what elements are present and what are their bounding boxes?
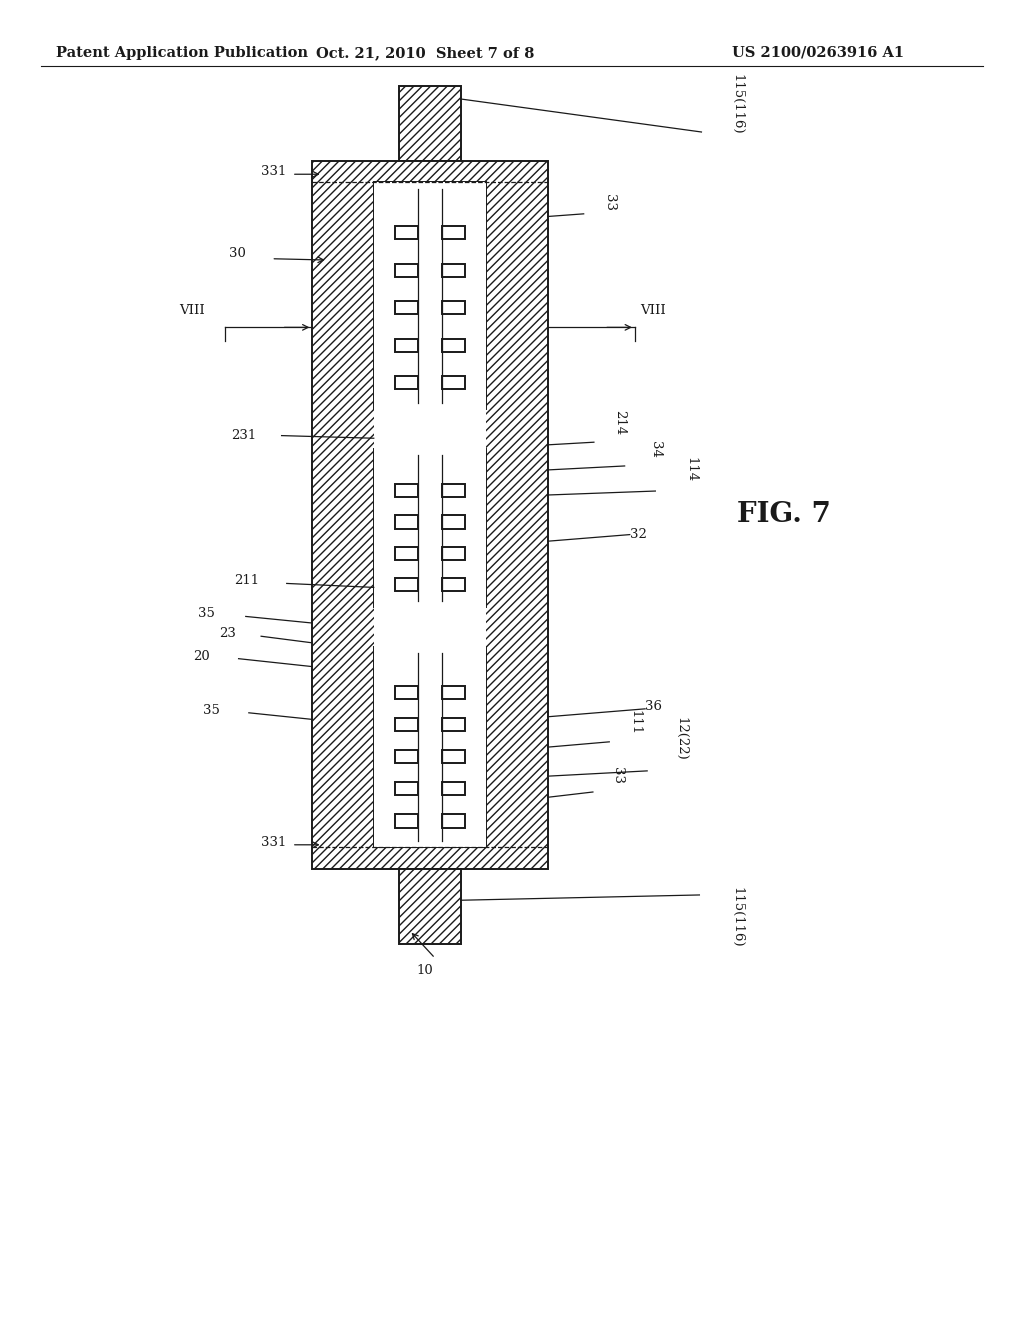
Text: 115(116): 115(116) xyxy=(731,887,743,948)
Bar xyxy=(442,718,465,731)
Bar xyxy=(418,455,442,601)
Text: 30: 30 xyxy=(229,247,246,260)
Bar xyxy=(374,449,486,607)
Text: 32: 32 xyxy=(630,528,646,541)
Text: 20: 20 xyxy=(194,649,210,663)
Text: 35: 35 xyxy=(204,704,220,717)
Bar xyxy=(374,182,486,409)
Text: 33: 33 xyxy=(603,194,615,211)
Bar xyxy=(442,578,465,591)
Bar xyxy=(418,189,442,403)
Text: US 2100/0263916 A1: US 2100/0263916 A1 xyxy=(732,46,904,59)
Text: 10: 10 xyxy=(417,964,433,977)
Bar xyxy=(399,86,461,161)
Bar xyxy=(395,264,418,277)
Bar xyxy=(418,653,442,841)
Bar xyxy=(442,226,465,239)
Text: 33: 33 xyxy=(611,767,624,784)
Bar xyxy=(442,339,465,352)
Bar xyxy=(442,546,465,560)
Text: 214: 214 xyxy=(613,411,626,436)
Text: 331: 331 xyxy=(261,165,287,178)
Bar xyxy=(399,869,461,944)
Bar xyxy=(374,647,486,847)
Bar xyxy=(410,409,451,442)
Text: 111: 111 xyxy=(629,710,641,735)
Bar xyxy=(442,301,465,314)
Bar xyxy=(395,301,418,314)
Bar xyxy=(395,685,418,698)
Bar xyxy=(395,718,418,731)
Bar xyxy=(442,376,465,389)
Bar xyxy=(395,515,418,528)
Bar xyxy=(442,750,465,763)
Bar xyxy=(395,226,418,239)
Bar xyxy=(395,578,418,591)
Bar xyxy=(395,750,418,763)
Text: VIII: VIII xyxy=(640,304,666,317)
Bar xyxy=(374,449,486,607)
Bar xyxy=(442,484,465,498)
Text: VIII: VIII xyxy=(179,304,205,317)
Text: 23: 23 xyxy=(219,627,236,640)
Bar xyxy=(374,449,486,451)
Bar xyxy=(395,376,418,389)
Bar xyxy=(374,607,486,647)
Text: 34: 34 xyxy=(649,441,662,458)
Bar xyxy=(442,264,465,277)
Text: 231: 231 xyxy=(230,429,256,442)
Bar xyxy=(442,685,465,698)
Bar xyxy=(395,484,418,498)
Text: 36: 36 xyxy=(645,700,663,713)
Bar xyxy=(374,647,486,847)
Text: Patent Application Publication: Patent Application Publication xyxy=(56,46,308,59)
Bar xyxy=(374,182,486,409)
Bar xyxy=(442,783,465,796)
Bar xyxy=(410,607,451,640)
Bar xyxy=(395,783,418,796)
Text: 115(116): 115(116) xyxy=(731,74,743,135)
Bar xyxy=(312,161,548,869)
Text: 114: 114 xyxy=(685,457,697,482)
Bar xyxy=(442,814,465,828)
Bar xyxy=(395,546,418,560)
Bar xyxy=(442,515,465,528)
Text: FIG. 7: FIG. 7 xyxy=(737,502,831,528)
Bar xyxy=(395,339,418,352)
Text: 12(22): 12(22) xyxy=(675,717,687,760)
Bar xyxy=(395,814,418,828)
Text: Oct. 21, 2010  Sheet 7 of 8: Oct. 21, 2010 Sheet 7 of 8 xyxy=(315,46,535,59)
Bar xyxy=(374,407,486,409)
Bar xyxy=(374,409,486,449)
Text: 331: 331 xyxy=(261,836,287,849)
Text: 211: 211 xyxy=(233,574,259,587)
Text: 35: 35 xyxy=(199,607,215,620)
